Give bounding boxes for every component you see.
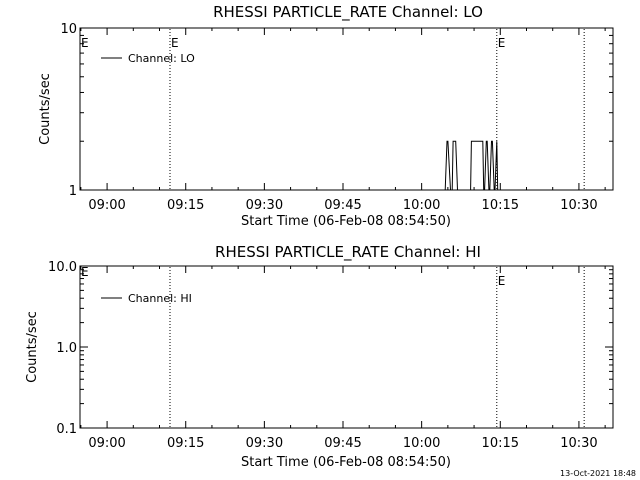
x-tick-label: 09:45: [324, 436, 361, 451]
x-tick-label: 10:15: [482, 198, 519, 213]
edge-marker-label: E: [81, 265, 89, 279]
x-tick-label: 09:15: [167, 198, 204, 213]
y-axis-label: Counts/sec: [25, 311, 40, 383]
panel-lo: RHESSI PARTICLE_RATE Channel: LO Counts/…: [38, 3, 614, 229]
chart-title: RHESSI PARTICLE_RATE Channel: LO: [213, 3, 483, 22]
y-axis-label: Counts/sec: [38, 73, 53, 145]
event-marker-label: E: [498, 274, 506, 288]
y-tick-label: 10: [60, 22, 77, 37]
x-axis-label: Start Time (06-Feb-08 08:54:50): [241, 214, 451, 229]
x-tick-label: 09:30: [246, 198, 283, 213]
event-marker-label: E: [171, 36, 179, 50]
y-tick-label: 10.0: [48, 260, 77, 275]
x-axis-label: Start Time (06-Feb-08 08:54:50): [241, 455, 451, 470]
chart-title: RHESSI PARTICLE_RATE Channel: HI: [215, 243, 481, 262]
event-marker-label: E: [498, 36, 506, 50]
plot-frame: [79, 265, 614, 429]
legend-entry: Channel: LO: [128, 52, 195, 65]
x-tick-label: 09:00: [88, 198, 125, 213]
y-tick-label: 1.0: [56, 341, 77, 356]
x-tick-label: 09:30: [246, 436, 283, 451]
x-tick-label: 10:15: [482, 436, 519, 451]
x-tick-label: 10:00: [403, 198, 440, 213]
x-tick-label: 09:45: [324, 198, 361, 213]
x-tick-label: 10:00: [403, 436, 440, 451]
generation-timestamp: 13-Oct-2021 18:48: [560, 469, 636, 478]
panel-hi: RHESSI PARTICLE_RATE Channel: HI Counts/…: [25, 243, 614, 470]
x-tick-label: 09:00: [88, 436, 125, 451]
edge-marker-label: E: [81, 36, 89, 50]
legend-entry: Channel: HI: [128, 292, 192, 305]
plot-frame: [79, 27, 614, 191]
x-tick-label: 10:30: [560, 198, 597, 213]
y-tick-label: 0.1: [56, 422, 77, 437]
x-tick-label: 09:15: [167, 436, 204, 451]
series-line: [444, 140, 501, 191]
x-tick-label: 10:30: [560, 436, 597, 451]
y-tick-label: 1: [69, 184, 77, 199]
